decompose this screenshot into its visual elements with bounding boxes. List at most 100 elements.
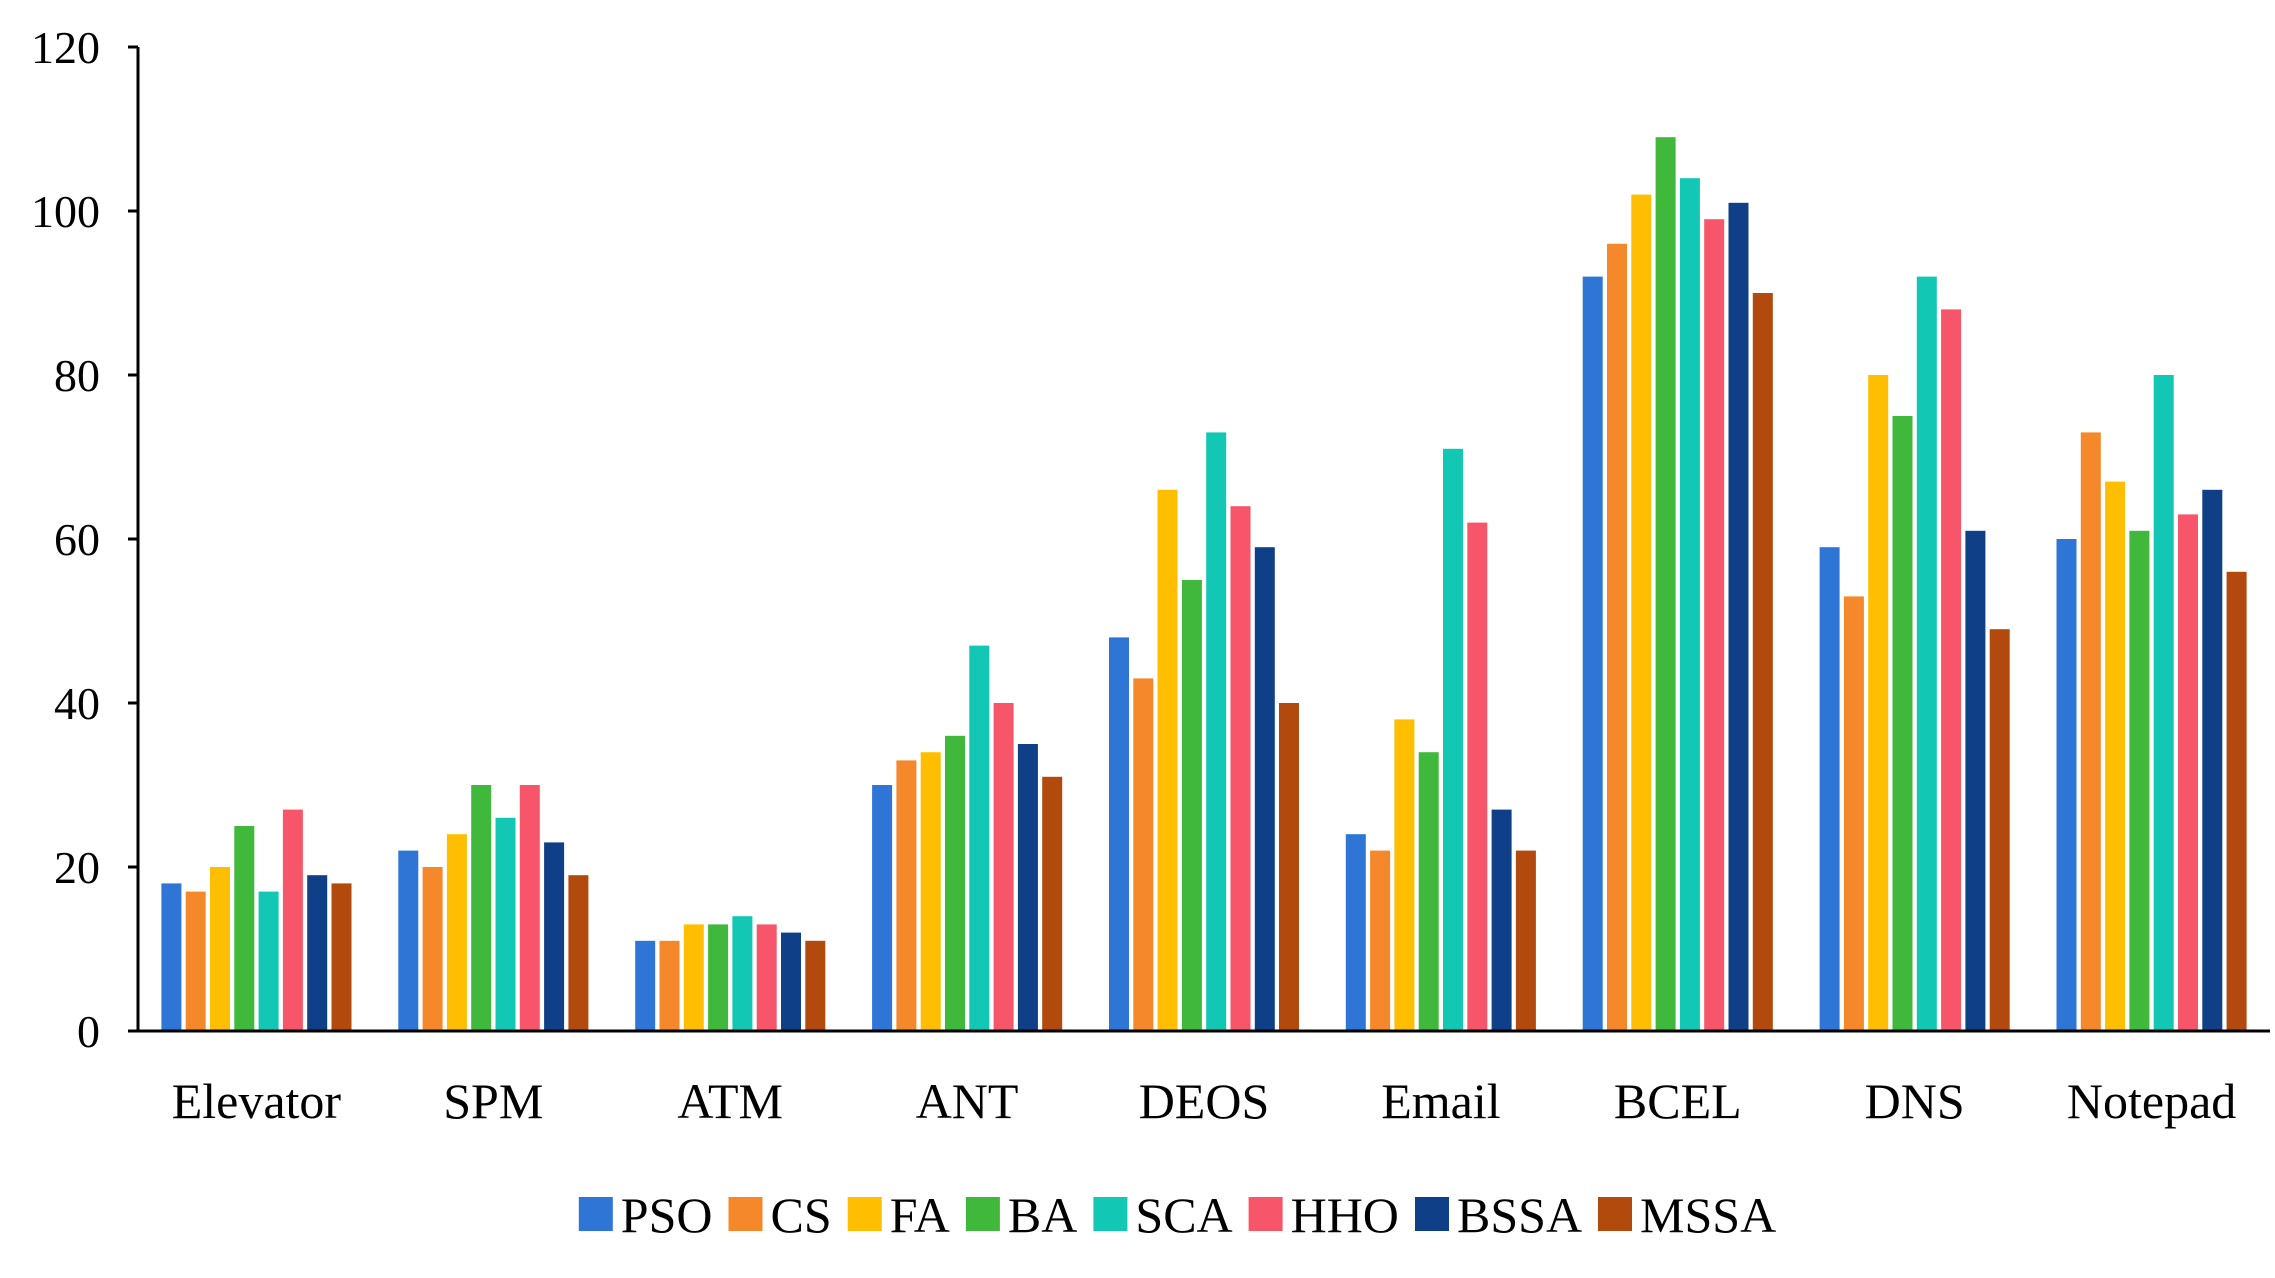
bars-layer: [161, 137, 2247, 1032]
x-tick-label: DNS: [1865, 1073, 1965, 1129]
y-tick-label: 120: [31, 22, 100, 73]
legend: PSO CS FA BA SCA HHO BSSA MSSA: [578, 1187, 1776, 1243]
bar-fa-atm: [683, 924, 704, 1031]
legend-swatch-mssa: [1598, 1197, 1632, 1231]
bar-sca-bcel: [1679, 178, 1700, 1031]
bar-sca-ant: [969, 645, 990, 1031]
bar-ba-spm: [471, 785, 492, 1031]
legend-swatch-sca: [1093, 1197, 1128, 1231]
bar-ba-email: [1418, 752, 1439, 1031]
bar-hho-atm: [756, 924, 777, 1031]
bar-cs-atm: [659, 940, 680, 1031]
bar-fa-ant: [920, 752, 941, 1031]
bar-cs-notepad: [2080, 432, 2101, 1031]
bar-cs-dns: [1843, 596, 1864, 1031]
bar-ba-ant: [945, 735, 965, 1031]
bar-ba-bcel: [1655, 137, 1676, 1031]
bar-bssa-elevator: [307, 875, 328, 1031]
bar-pso-ant: [872, 785, 893, 1031]
bar-fa-elevator: [210, 867, 230, 1031]
bar-cs-bcel: [1607, 243, 1627, 1032]
bar-bssa-dns: [1965, 530, 1986, 1031]
x-tick-label: Elevator: [172, 1073, 342, 1129]
legend-swatch-ba: [965, 1197, 1000, 1231]
bar-mssa-deos: [1279, 703, 1299, 1031]
bar-ba-atm: [708, 924, 729, 1031]
bar-pso-elevator: [161, 883, 182, 1031]
bar-mssa-dns: [1989, 629, 2010, 1031]
bar-bssa-deos: [1254, 547, 1275, 1031]
bar-mssa-bcel: [1752, 293, 1773, 1031]
bar-ba-deos: [1181, 580, 1202, 1031]
bar-bssa-email: [1491, 809, 1512, 1031]
legend-swatch-pso: [578, 1197, 613, 1231]
y-tick-label: 80: [54, 350, 100, 401]
bar-pso-bcel: [1582, 276, 1603, 1032]
bar-mssa-email: [1515, 850, 1536, 1031]
bar-ba-notepad: [2129, 530, 2150, 1031]
bar-cs-ant: [896, 760, 917, 1031]
bar-hho-dns: [1941, 309, 1962, 1031]
bar-hho-deos: [1230, 506, 1251, 1031]
bar-mssa-notepad: [2226, 571, 2247, 1031]
bar-cs-email: [1370, 850, 1391, 1031]
legend-swatch-fa: [847, 1197, 882, 1231]
x-tick-label: SPM: [443, 1073, 543, 1129]
bar-bssa-atm: [781, 932, 801, 1031]
legend-label-cs: CS: [771, 1187, 832, 1243]
bar-fa-deos: [1157, 489, 1178, 1031]
legend-label-sca: SCA: [1135, 1187, 1232, 1243]
bar-pso-spm: [398, 850, 419, 1031]
x-tick-label: ATM: [677, 1073, 783, 1129]
legend-label-pso: PSO: [621, 1187, 713, 1243]
bar-fa-notepad: [2105, 481, 2126, 1032]
bar-mssa-spm: [568, 875, 589, 1031]
bar-pso-email: [1345, 834, 1366, 1031]
x-tick-label: Notepad: [2067, 1073, 2236, 1129]
bar-bssa-spm: [544, 842, 565, 1031]
bar-cs-spm: [422, 867, 443, 1031]
x-tick-label: BCEL: [1614, 1073, 1742, 1129]
x-tick-label: DEOS: [1139, 1073, 1270, 1129]
bar-pso-atm: [635, 940, 656, 1031]
x-tick-label: ANT: [916, 1073, 1019, 1129]
bar-hho-spm: [519, 785, 540, 1031]
bar-bssa-ant: [1017, 744, 1038, 1031]
bar-sca-notepad: [2153, 375, 2174, 1031]
y-tick-label: 20: [54, 842, 100, 893]
bar-hho-ant: [993, 703, 1014, 1031]
bar-cs-deos: [1133, 678, 1154, 1031]
bar-sca-deos: [1206, 432, 1227, 1031]
bar-cs-elevator: [185, 891, 206, 1031]
bar-pso-deos: [1109, 637, 1129, 1031]
legend-label-hho: HHO: [1291, 1187, 1399, 1243]
legend-swatch-bssa: [1415, 1197, 1449, 1231]
bar-mssa-atm: [805, 940, 826, 1031]
bar-hho-elevator: [282, 809, 303, 1031]
axes-layer: Elevator SPM ATM ANT DEOS Email BCEL DNS Notepad…: [31, 22, 2270, 1129]
bar-hho-notepad: [2178, 514, 2198, 1031]
y-tick-label: 40: [54, 678, 100, 729]
bar-sca-spm: [495, 817, 516, 1031]
bar-pso-dns: [1819, 547, 1840, 1031]
bar-mssa-ant: [1042, 776, 1063, 1031]
legend-label-mssa: MSSA: [1640, 1187, 1776, 1243]
bar-sca-dns: [1916, 276, 1937, 1032]
bar-fa-dns: [1868, 375, 1889, 1031]
y-tick-label: 60: [54, 514, 100, 565]
x-tick-label: Email: [1381, 1073, 1500, 1129]
bar-sca-elevator: [258, 891, 279, 1031]
bar-ba-elevator: [234, 826, 255, 1031]
bar-hho-email: [1467, 522, 1488, 1031]
bar-pso-notepad: [2056, 539, 2077, 1031]
bar-sca-email: [1443, 448, 1463, 1031]
bar-mssa-elevator: [331, 883, 352, 1031]
legend-swatch-hho: [1248, 1197, 1283, 1231]
bar-sca-atm: [732, 916, 753, 1031]
bar-hho-bcel: [1704, 219, 1725, 1031]
bar-fa-spm: [446, 834, 467, 1031]
bar-bssa-bcel: [1728, 202, 1749, 1032]
y-tick-label: 0: [77, 1006, 100, 1057]
